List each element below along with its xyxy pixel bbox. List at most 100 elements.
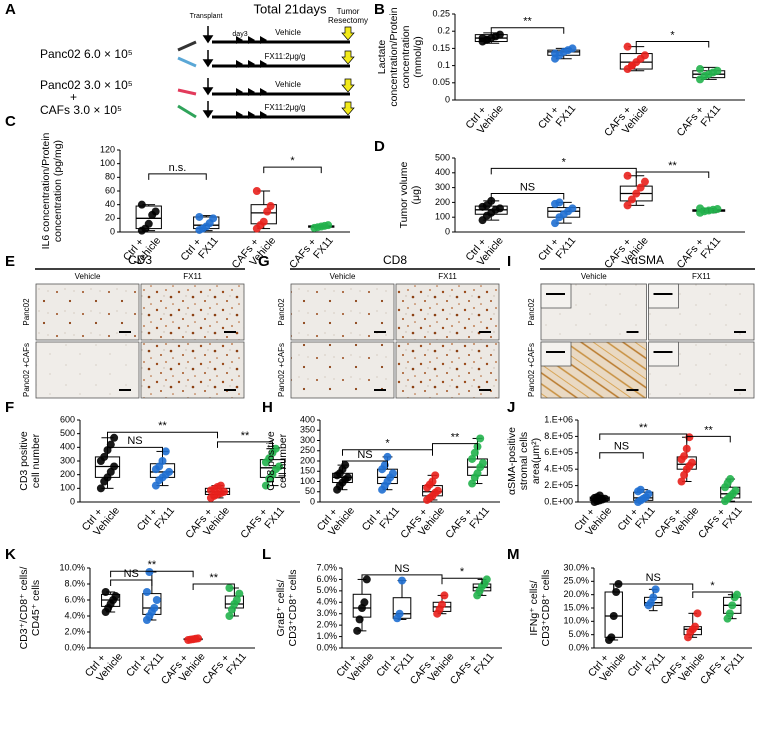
panel-letter: I	[507, 253, 511, 270]
x-tick-label: CAFs +FX11	[443, 497, 492, 549]
y-tick-label: 200	[300, 455, 315, 465]
panel-letter: F	[5, 399, 14, 416]
micrograph	[395, 341, 500, 399]
micrograph	[290, 341, 395, 399]
data-point	[137, 200, 146, 209]
data-point	[101, 588, 110, 596]
resection-arrows	[341, 26, 355, 116]
y-tick-label: 4.0%	[64, 610, 85, 620]
significance-bracket	[613, 583, 694, 590]
data-point	[685, 433, 694, 442]
significance-bracket	[110, 579, 153, 586]
significance-label: NS	[614, 441, 629, 453]
significance-label: *	[670, 29, 675, 41]
data-point	[383, 452, 392, 461]
treatment-label: FX11:2μg/g	[265, 52, 306, 61]
y-axis-label: CD3⁺CD8⁺ cells	[540, 569, 552, 646]
data-point	[341, 461, 350, 470]
data-point	[151, 207, 160, 216]
y-tick-label: 0.25	[432, 8, 450, 18]
y-tick-label: 30.0%	[563, 562, 589, 572]
stain-title: CD8	[383, 253, 407, 267]
data-point	[651, 585, 660, 594]
data-point	[487, 196, 496, 205]
total-days: Total 21days	[254, 1, 327, 16]
data-point	[362, 575, 371, 584]
data-point	[271, 444, 280, 453]
y-axis-label: αSMA-positive	[506, 427, 518, 495]
y-tick-label: 350	[300, 425, 315, 435]
y-axis-label: CD8 positive	[265, 431, 277, 491]
y-tick-label: 4.E+05	[544, 464, 573, 474]
y-tick-label: 25.0%	[563, 576, 589, 586]
significance-label: *	[460, 566, 465, 578]
micrograph	[35, 341, 140, 399]
y-tick-label: 300	[435, 182, 450, 192]
significance-bracket	[692, 591, 733, 598]
data-point	[468, 479, 477, 488]
box	[619, 53, 653, 70]
y-tick-label: 0	[110, 226, 115, 236]
y-tick-label: 5.0%	[568, 629, 589, 639]
x-tick-label: CAFs +Vehicle	[183, 497, 232, 549]
significance-bracket	[217, 441, 273, 448]
y-tick-label: 0	[445, 94, 450, 104]
significance-bracket	[599, 433, 688, 440]
column-label: Vehicle	[330, 272, 356, 281]
significance-bracket	[192, 583, 235, 590]
data-point	[106, 440, 115, 449]
data-point	[691, 622, 700, 631]
significance-label: **	[704, 424, 713, 436]
micrograph	[35, 283, 140, 341]
y-tick-label: 0.0%	[568, 642, 589, 652]
inset	[540, 283, 572, 309]
y-tick-label: 8.E+05	[544, 431, 573, 441]
data-point	[482, 575, 491, 584]
x-tick-label: CAFs +FX11	[674, 95, 723, 147]
data-point	[252, 187, 261, 195]
x-tick-label: CAFs +Vehicle	[229, 227, 278, 279]
significance-bracket	[635, 171, 710, 179]
group-label: Panc02 3.0 × 10⁵	[40, 78, 133, 92]
y-axis-label: IFNg⁺ cells/	[528, 580, 540, 635]
panel-letter: G	[258, 253, 270, 270]
significance-bracket	[686, 435, 731, 443]
x-tick-label: CAFs +FX11	[674, 227, 723, 279]
x-tick-label: Ctrl +Vehicle	[314, 497, 357, 541]
row-label: Panc02 +CAFs	[277, 343, 286, 397]
y-tick-label: 1.E+06	[544, 414, 573, 424]
x-tick-label: Ctrl +Vehicle	[83, 643, 126, 687]
data-point	[568, 204, 577, 213]
y-tick-label: 0.05	[432, 77, 450, 87]
significance-bracket	[107, 431, 218, 439]
data-point	[713, 66, 722, 75]
y-tick-label: 0	[445, 226, 450, 236]
x-tick-label: Ctrl +FX11	[536, 95, 579, 139]
data-point	[235, 589, 244, 598]
y-axis-label: (mmol/g)	[412, 36, 424, 77]
row-label: Panc02 +CAFs	[22, 343, 31, 397]
significance-bracket	[490, 27, 565, 34]
significance-label: **	[523, 16, 532, 28]
data-point	[495, 30, 504, 39]
y-axis-label: cell number	[277, 433, 289, 488]
data-point	[609, 612, 618, 620]
data-point	[725, 609, 734, 618]
data-point	[627, 195, 636, 204]
x-tick-label: Ctrl +FX11	[359, 497, 402, 541]
data-point	[595, 491, 604, 500]
data-point	[195, 212, 204, 221]
timelines	[212, 40, 350, 119]
significance-label: *	[385, 438, 390, 450]
significance-label: **	[148, 559, 157, 571]
group-label: CAFs 3.0 × 10⁵	[40, 103, 122, 117]
data-point	[482, 35, 491, 44]
significance-label: NS	[127, 435, 142, 447]
row-label: Panc02	[277, 298, 286, 326]
panel-letter: A	[5, 1, 16, 18]
y-tick-label: 0.2	[437, 26, 450, 36]
significance-bracket	[342, 460, 388, 467]
data-point	[395, 609, 404, 618]
x-tick-label: CAFs +FX11	[698, 643, 747, 695]
